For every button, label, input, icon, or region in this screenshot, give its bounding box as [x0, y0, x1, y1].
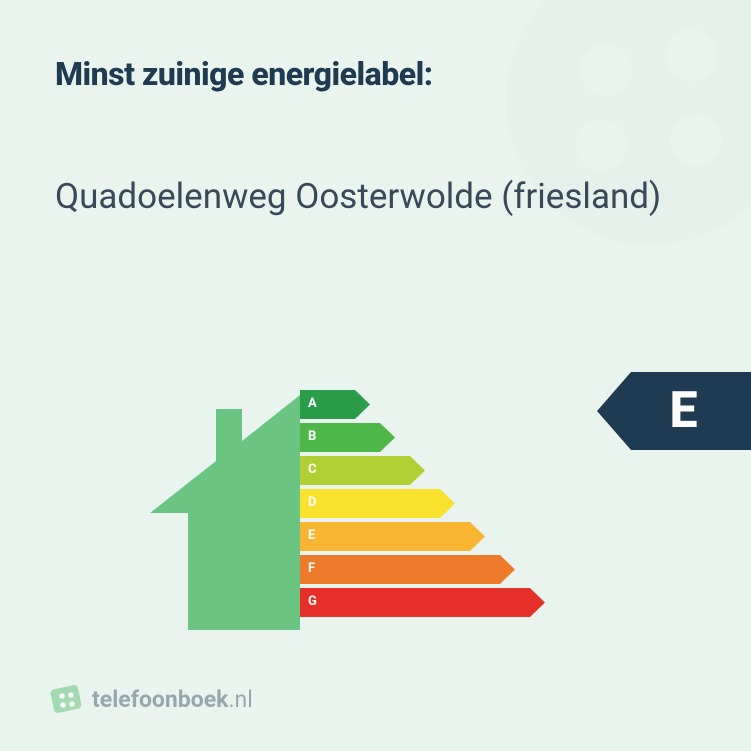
bar-label: A [308, 396, 317, 411]
result-letter: E [631, 372, 751, 450]
result-badge: E [597, 372, 751, 450]
footer: telefoonboek.nl [50, 683, 253, 715]
bar-shape [300, 489, 455, 518]
bar-label: B [308, 429, 316, 444]
result-arrow [597, 372, 631, 450]
bar-label: E [308, 528, 315, 543]
bar-shape [300, 588, 545, 617]
bar-label: F [308, 561, 315, 576]
location-name: Quadoelenweg Oosterwolde (friesland) [55, 175, 696, 219]
page-title: Minst zuinige energielabel: [55, 55, 433, 93]
bar-shape [300, 522, 485, 551]
bar-shape [300, 555, 515, 584]
footer-logo-icon [50, 683, 82, 715]
bar-label: D [308, 495, 316, 510]
house-icon [150, 395, 300, 630]
footer-brand: telefoonboek.nl [92, 686, 253, 713]
bar-label: C [308, 462, 317, 477]
bar-label: G [308, 594, 317, 609]
watermark-icon [491, 0, 751, 260]
bar-shape [300, 456, 425, 485]
